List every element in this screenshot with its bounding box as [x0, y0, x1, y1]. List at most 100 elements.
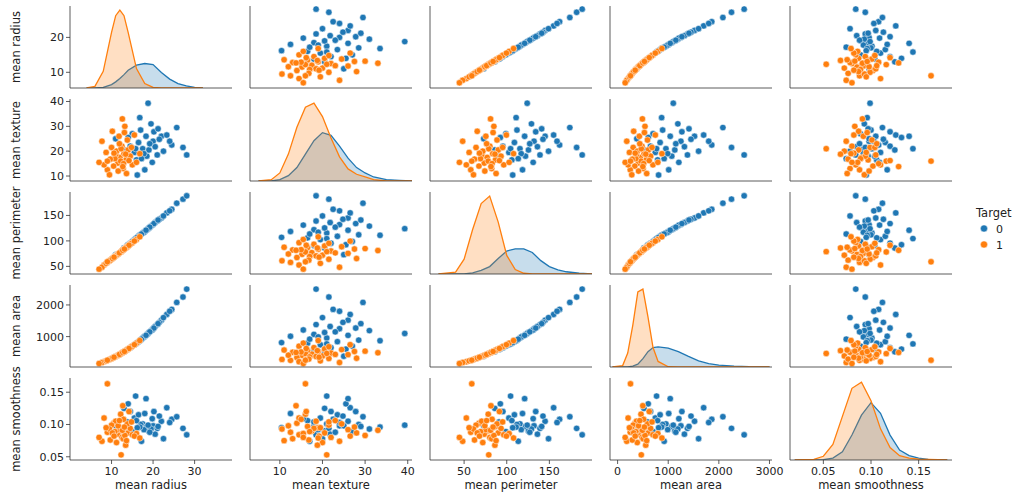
scatter-point [874, 250, 880, 256]
y-tick-label: 2000 [36, 299, 64, 312]
scatter-point [892, 147, 898, 153]
scatter-point [626, 425, 632, 431]
scatter-point [126, 408, 132, 414]
scatter-point [278, 47, 284, 53]
x-tick-label: 100 [496, 465, 517, 478]
y-tick [66, 72, 70, 73]
scatter-point [554, 308, 560, 314]
scatter-point [278, 339, 284, 345]
spine-left [790, 285, 791, 367]
scatter-point [538, 126, 544, 132]
scatter-point [351, 58, 357, 64]
y-axis-label: mean texture [9, 101, 23, 179]
scatter-point [480, 439, 486, 445]
scatter-point [856, 224, 862, 230]
scatter-point [332, 417, 338, 423]
scatter-point [174, 299, 180, 305]
scatter-point [864, 348, 870, 354]
scatter-point [632, 433, 638, 439]
spine-bottom [430, 274, 592, 275]
scatter-point [345, 63, 351, 69]
panel [250, 6, 412, 88]
scatter-point [316, 67, 322, 73]
scatter-point [156, 136, 162, 142]
spine-bottom [610, 460, 772, 461]
scatter-point [655, 159, 661, 165]
scatter-point [353, 325, 359, 331]
scatter-point [910, 235, 916, 241]
spine-left [250, 285, 251, 367]
plot-area [278, 286, 408, 367]
scatter-point [521, 133, 527, 139]
plot-area [622, 381, 747, 458]
scatter-point [640, 246, 646, 252]
scatter-point [160, 435, 166, 441]
y-tick [66, 176, 70, 177]
y-tick-label: 10 [50, 170, 64, 183]
scatter-point [494, 137, 500, 143]
panel: 0100020003000mean area [610, 378, 783, 492]
scatter-point [879, 14, 885, 20]
scatter-point [630, 128, 636, 134]
spine-bottom [250, 88, 412, 89]
scatter-point [637, 141, 643, 147]
scatter-point [469, 381, 475, 387]
scatter-point [483, 141, 489, 147]
scatter-point [670, 100, 676, 106]
scatter-point [534, 431, 540, 437]
scatter-point [511, 412, 517, 418]
x-tick-label: 0.10 [859, 465, 884, 478]
scatter-point [287, 410, 293, 416]
scatter-point [510, 172, 516, 178]
legend-marker [980, 241, 987, 248]
scatter-point [327, 323, 333, 329]
scatter-point [823, 146, 829, 152]
scatter-point [884, 228, 890, 234]
scatter-point [863, 260, 869, 266]
scatter-point [644, 137, 650, 143]
scatter-point [706, 20, 712, 26]
scatter-point [655, 425, 661, 431]
spine-bottom [790, 181, 952, 182]
scatter-point [287, 429, 293, 435]
scatter-point [302, 259, 308, 265]
scatter-point [483, 133, 489, 139]
x-tick-label: 30 [358, 465, 372, 478]
scatter-point [147, 429, 153, 435]
spine-bottom [610, 181, 772, 182]
x-tick-label: 2000 [705, 465, 733, 478]
scatter-point [456, 360, 462, 366]
scatter-point [347, 238, 353, 244]
plot-area [278, 6, 408, 86]
scatter-point [402, 330, 408, 336]
scatter-point [837, 245, 843, 251]
kde [439, 196, 592, 274]
scatter-point [148, 121, 154, 127]
scatter-point [137, 337, 143, 343]
scatter-point [681, 431, 687, 437]
scatter-point [706, 138, 712, 144]
scatter-point [679, 34, 685, 40]
scatter-point [496, 157, 502, 163]
scatter-point [503, 341, 509, 347]
scatter-point [910, 49, 916, 55]
scatter-point [510, 425, 516, 431]
y-tick-label: 30 [50, 120, 64, 133]
scatter-point [116, 133, 122, 139]
scatter-point [649, 144, 655, 150]
scatter-point [741, 6, 747, 12]
scatter-point [906, 133, 912, 139]
x-tick-label: 0 [614, 465, 621, 478]
scatter-point [533, 408, 539, 414]
plot-area [96, 381, 190, 458]
scatter-point [145, 422, 151, 428]
scatter-point [336, 208, 342, 214]
scatter-point [499, 144, 505, 150]
scatter-point [675, 121, 681, 127]
scatter-point [493, 170, 499, 176]
scatter-point [534, 144, 540, 150]
scatter-point [876, 327, 882, 333]
x-tick [279, 460, 280, 464]
scatter-point [652, 238, 658, 244]
scatter-point [302, 73, 308, 79]
